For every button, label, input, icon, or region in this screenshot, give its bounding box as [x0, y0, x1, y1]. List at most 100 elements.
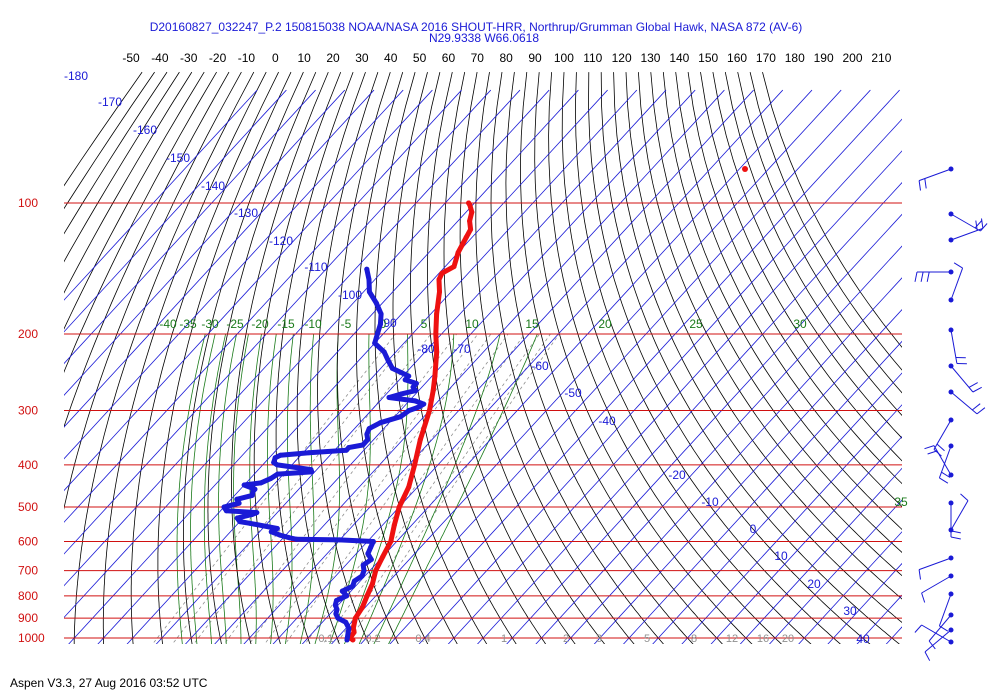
dry-adiabat-line [662, 72, 902, 530]
isotherms [64, 89, 902, 644]
temperature-tick-label: -10 [238, 51, 256, 65]
dry-adiabat-label: -170 [98, 95, 122, 109]
mixing-ratio-label: 0.1 [318, 633, 333, 645]
dry-adiabat-label: -120 [269, 234, 293, 248]
isotherm-line [64, 89, 433, 492]
dry-adiabat-line [183, 71, 304, 644]
wind-barb [933, 417, 954, 457]
wind-barb [924, 627, 954, 661]
wind-barb [938, 591, 954, 632]
dry-adiabat-line [231, 71, 329, 644]
temperature-point [359, 604, 365, 610]
temperature-point [406, 484, 412, 490]
dry-adiabat-line [700, 72, 902, 462]
isotherm-line [331, 89, 842, 644]
isotherm-line [506, 213, 902, 644]
dry-adiabat-line [490, 72, 664, 644]
temperature-tick-label: 30 [355, 51, 369, 65]
mixing-ratio-line [284, 333, 509, 644]
dry-adiabat-line [600, 72, 900, 644]
dry-adiabat-line [625, 72, 902, 600]
isotherm-line [126, 89, 638, 644]
isotherm-line [739, 467, 902, 644]
wind-barb [948, 500, 961, 540]
dry-adiabat-line [724, 72, 902, 416]
dewpoint-point [275, 471, 281, 477]
moist-adiabat-label: 25 [689, 317, 703, 331]
temperature-tick-label: 0 [272, 51, 279, 65]
isotherm-line [798, 531, 902, 644]
sounding-traces [221, 166, 748, 643]
dry-adiabat-label: -100 [338, 288, 362, 302]
dry-adiabat-line [574, 72, 841, 644]
dewpoint-point [274, 462, 280, 468]
dewpoint-point [374, 331, 380, 337]
dewpoint-point [378, 311, 384, 317]
temperature-point [388, 539, 394, 544]
temperature-point [434, 311, 440, 317]
dry-adiabat-label: -110 [304, 260, 327, 274]
dewpoint-point [398, 391, 404, 397]
wind-barbs [914, 166, 988, 661]
dewpoint-point [386, 395, 392, 400]
dry-adiabat-label: 40 [856, 632, 870, 646]
isotherm-line [593, 309, 902, 644]
dewpoint-point [344, 635, 350, 641]
temperature-point [373, 568, 379, 574]
temperature-tick-label: 40 [384, 51, 398, 65]
mixing-ratio-label: 3 [596, 633, 602, 645]
temperature-tick-label: 180 [785, 51, 805, 65]
dewpoint-point [339, 588, 345, 594]
dewpoint-point [346, 625, 352, 631]
moist-adiabat-label: -10 [304, 317, 322, 331]
dry-adiabat-label: -90 [379, 316, 397, 330]
dry-adiabat-line [475, 72, 635, 644]
isotherm-line [623, 340, 902, 644]
dewpoint-point [410, 384, 416, 390]
dewpoint-point [360, 562, 366, 568]
isotherm-line [64, 89, 346, 396]
dewpoint-point [345, 629, 351, 635]
dry-adiabat-line [410, 72, 517, 644]
moist-adiabat-label: -25 [226, 317, 244, 331]
chart-subtitle: N29.9338 W66.0618 [428, 31, 540, 45]
isotherm-line [535, 245, 902, 644]
dewpoint-point [254, 510, 260, 516]
isotherm-line [769, 499, 902, 644]
dry-adiabat-line [613, 72, 902, 623]
dewpoint-point [421, 401, 427, 407]
dry-adiabat-line [296, 71, 366, 644]
dewpoint-point [241, 482, 247, 488]
moist-adiabat-line [267, 333, 277, 644]
dewpoint-point [286, 535, 292, 541]
dry-adiabat-label: -150 [166, 151, 190, 165]
temperature-point [370, 581, 375, 587]
dewpoint-point [365, 551, 371, 557]
wind-barb [914, 624, 954, 645]
mixing-ratio-label: 0.2 [365, 633, 380, 645]
wind-barb [914, 269, 954, 282]
dewpoint-point [381, 349, 387, 355]
moist-adiabat-label: 35 [894, 495, 908, 509]
mixing-ratio-line [248, 333, 479, 644]
dry-adiabat-label: -180 [64, 69, 88, 83]
dry-adiabat-label: -10 [701, 495, 719, 509]
temperature-point [430, 388, 436, 394]
moist-adiabat-line [358, 333, 455, 644]
dry-adiabat-line [737, 72, 902, 394]
dry-adiabat-line [64, 71, 242, 510]
dewpoint-point [364, 431, 370, 437]
pressure-label-1000: 1000 [18, 631, 45, 645]
dewpoint-point [366, 426, 372, 432]
dry-adiabat-line [374, 71, 458, 644]
dry-adiabat-line [443, 72, 576, 644]
dewpoint-point [366, 289, 372, 295]
dry-adiabat-line [749, 72, 902, 371]
dewpoint-point [402, 377, 408, 383]
pressure-label-900: 900 [18, 611, 38, 625]
dry-adiabat-line [534, 72, 753, 644]
temperature-tick-label: 60 [442, 51, 456, 65]
mixing-ratio-label: 12 [726, 633, 738, 645]
mixing-ratio-line [304, 333, 526, 644]
dry-adiabat-line [157, 71, 292, 644]
